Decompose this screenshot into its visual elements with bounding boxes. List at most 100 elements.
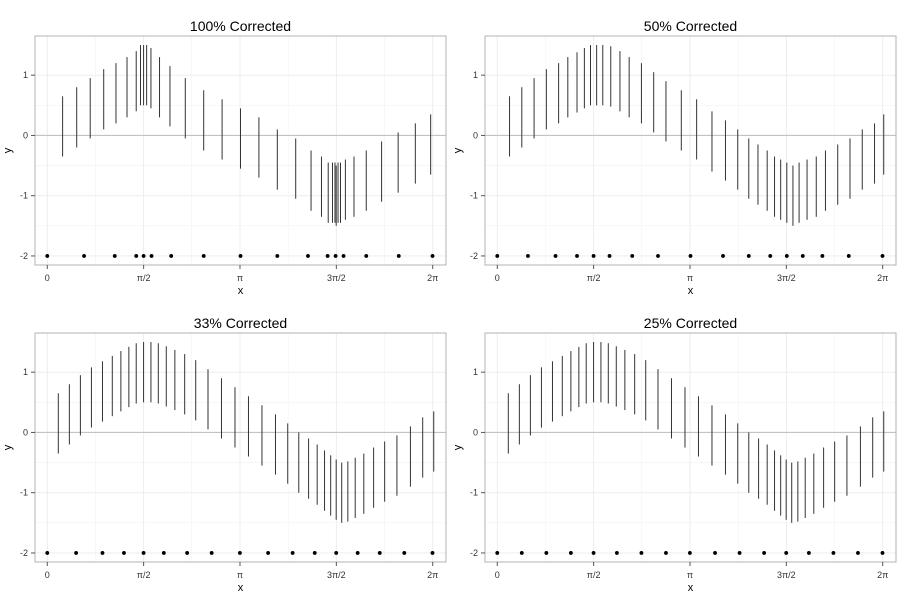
rug-point bbox=[141, 254, 146, 258]
x-tick-label: 3π/2 bbox=[327, 273, 346, 283]
rug-point bbox=[575, 254, 579, 258]
x-tick-label: 2π bbox=[427, 273, 438, 283]
rug-point bbox=[396, 254, 401, 258]
rug-point bbox=[430, 551, 435, 555]
y-tick-label: -1 bbox=[470, 191, 478, 201]
rug-point bbox=[495, 551, 500, 555]
rug-point bbox=[364, 254, 369, 258]
rug-point bbox=[746, 254, 751, 258]
x-tick-label: π bbox=[237, 273, 243, 283]
y-tick-label: 0 bbox=[23, 427, 28, 437]
rug-point bbox=[266, 551, 271, 555]
y-tick-label: -2 bbox=[20, 251, 28, 261]
y-axis-label: y bbox=[452, 444, 464, 450]
x-tick-label: π bbox=[237, 570, 243, 580]
chart-title: 50% Corrected bbox=[644, 18, 737, 34]
rug-point bbox=[402, 551, 407, 555]
rug-point bbox=[721, 254, 725, 258]
x-axis-label: x bbox=[238, 285, 244, 297]
rug-point bbox=[185, 551, 190, 555]
y-tick-label: 1 bbox=[23, 70, 28, 80]
rug-point bbox=[614, 551, 619, 555]
rug-point bbox=[544, 551, 549, 555]
rug-point bbox=[355, 551, 360, 555]
x-tick-label: 2π bbox=[877, 273, 888, 283]
rug-point bbox=[846, 254, 851, 258]
rug-point bbox=[341, 254, 346, 258]
y-axis-label: y bbox=[2, 147, 14, 153]
x-tick-label: 2π bbox=[427, 570, 438, 580]
x-tick-label: π/2 bbox=[587, 570, 601, 580]
x-tick-label: π bbox=[687, 273, 693, 283]
plot-area bbox=[485, 36, 896, 265]
rug-point bbox=[806, 551, 811, 555]
rug-point bbox=[688, 254, 693, 258]
x-tick-label: 3π/2 bbox=[327, 570, 346, 580]
rug-point bbox=[333, 254, 338, 258]
rug-point bbox=[630, 254, 635, 258]
rug-point bbox=[112, 254, 117, 258]
rug-point bbox=[639, 551, 644, 555]
x-tick-label: 3π/2 bbox=[777, 570, 796, 580]
plot-area bbox=[485, 333, 896, 562]
y-axis-label: y bbox=[2, 444, 14, 450]
rug-point bbox=[519, 551, 524, 555]
rug-point bbox=[656, 254, 660, 258]
rug-point bbox=[553, 254, 558, 258]
rug-point bbox=[664, 551, 668, 555]
x-tick-label: 0 bbox=[45, 273, 50, 283]
rug-point bbox=[713, 551, 717, 555]
rug-point bbox=[568, 551, 573, 555]
x-tick-label: π/2 bbox=[587, 273, 601, 283]
chart-panel: 0 π/2 π 3π/2 2π -2 -1 0 1 50% Corrected x y bbox=[452, 18, 897, 297]
rug-point bbox=[607, 254, 612, 258]
plot-area bbox=[35, 333, 446, 562]
rug-point bbox=[820, 254, 825, 258]
x-tick-label: π/2 bbox=[137, 570, 151, 580]
y-tick-label: -1 bbox=[20, 488, 28, 498]
rug-point bbox=[856, 551, 860, 555]
rug-point bbox=[591, 551, 596, 555]
chart-panel: 0 π/2 π 3π/2 2π -2 -1 0 1 25% Corrected x y bbox=[452, 315, 897, 594]
rug-point bbox=[161, 551, 166, 555]
chart-title: 25% Corrected bbox=[644, 315, 737, 331]
y-tick-label: -2 bbox=[470, 548, 478, 558]
rug-point bbox=[306, 254, 310, 258]
chart-panel: 0 π/2 π 3π/2 2π -2 -1 0 1 33% Corrected x y bbox=[2, 315, 447, 594]
rug-point bbox=[45, 551, 50, 555]
rug-point bbox=[430, 254, 435, 258]
x-axis-label: x bbox=[238, 582, 244, 594]
x-axis-label: x bbox=[688, 285, 694, 297]
x-tick-label: 0 bbox=[495, 570, 500, 580]
rug-point bbox=[591, 254, 596, 258]
y-tick-label: -2 bbox=[20, 548, 28, 558]
rug-point bbox=[100, 551, 105, 555]
rug-point bbox=[325, 254, 330, 258]
y-tick-label: -1 bbox=[470, 488, 478, 498]
rug-point bbox=[800, 254, 805, 258]
y-tick-label: 1 bbox=[23, 367, 28, 377]
panel-border bbox=[484, 35, 897, 266]
rug-point bbox=[768, 254, 773, 258]
rug-point bbox=[201, 254, 206, 258]
panel-border bbox=[484, 332, 897, 563]
x-tick-label: π/2 bbox=[137, 273, 151, 283]
panel-border bbox=[34, 332, 447, 563]
rug-point bbox=[275, 254, 280, 258]
y-tick-label: 0 bbox=[473, 130, 478, 140]
rug-point bbox=[45, 254, 50, 258]
panel-border bbox=[34, 35, 447, 266]
rug-point bbox=[784, 254, 789, 258]
rug-point bbox=[880, 551, 885, 555]
y-tick-label: -2 bbox=[470, 251, 478, 261]
chart-title: 100% Corrected bbox=[190, 18, 291, 34]
rug-point bbox=[149, 254, 154, 258]
y-axis-label: y bbox=[452, 147, 464, 153]
rug-point bbox=[687, 551, 692, 555]
y-tick-label: 1 bbox=[473, 70, 478, 80]
rug-point bbox=[238, 254, 243, 258]
rug-point bbox=[784, 551, 789, 555]
x-tick-label: 2π bbox=[877, 570, 888, 580]
